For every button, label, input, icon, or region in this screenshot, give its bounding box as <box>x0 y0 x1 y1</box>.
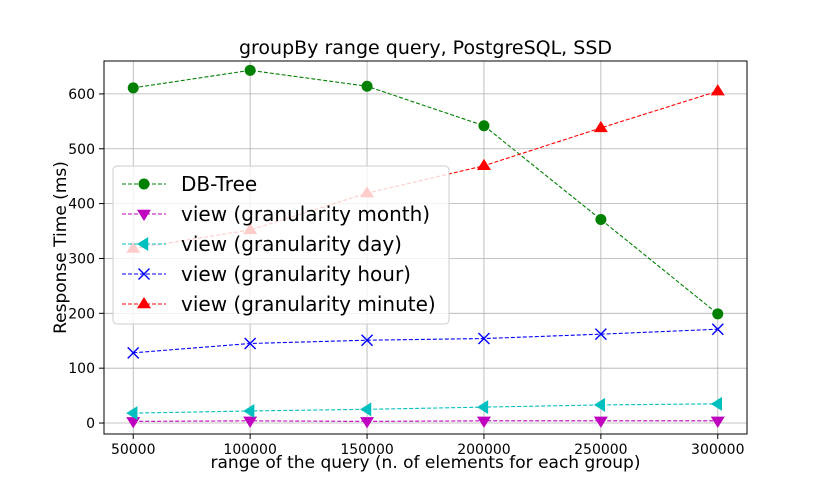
data-point <box>710 396 722 411</box>
data-point <box>127 82 139 94</box>
data-point <box>710 84 725 96</box>
series-view-granularity-month <box>126 416 725 429</box>
series-line <box>133 328 718 354</box>
legend-marker <box>138 178 150 190</box>
data-point <box>478 120 490 132</box>
legend-marker <box>137 237 149 251</box>
y-tick-label: 100 <box>68 361 95 377</box>
data-point <box>244 337 257 350</box>
x-tick-label: 100000 <box>223 442 276 458</box>
data-point <box>127 346 140 359</box>
x-tick-label: 50000 <box>111 442 156 458</box>
ticks: 50000 100000 150000 200000 250000 300000 0 100 2… <box>68 87 744 458</box>
legend-entry: view (granularity minute) <box>122 292 436 316</box>
data-point <box>593 416 608 428</box>
legend-entry: view (granularity month) <box>122 202 430 226</box>
data-point <box>126 406 138 421</box>
legend-entry: DB-Tree <box>122 172 257 196</box>
x-tick-label: 150000 <box>340 442 393 458</box>
series-line <box>133 420 718 422</box>
data-point <box>594 328 607 341</box>
chart-title: groupBy range query, PostgreSQL, SSD <box>239 37 612 59</box>
legend-label: view (granularity day) <box>181 232 402 256</box>
legend-label: view (granularity month) <box>181 202 430 226</box>
y-tick-label: 400 <box>68 197 95 213</box>
data-point <box>476 400 489 415</box>
data-point <box>712 308 724 320</box>
plot-frame <box>103 60 748 435</box>
y-tick-label: 0 <box>86 416 95 432</box>
legend-box <box>112 165 450 325</box>
x-tick-label: 250000 <box>574 442 627 458</box>
data-point <box>360 417 375 429</box>
y-tick-label: 200 <box>68 306 95 322</box>
data-point <box>126 417 141 429</box>
data-point <box>476 158 491 170</box>
legend-entry: view (granularity day) <box>122 232 402 256</box>
data-point <box>711 323 724 336</box>
y-tick-label: 300 <box>68 251 95 267</box>
data-point <box>593 397 606 412</box>
data-point <box>476 416 491 428</box>
data-point <box>710 416 725 428</box>
series-view-granularity-hour <box>127 323 724 359</box>
data-point <box>361 80 373 92</box>
series-view-granularity-day <box>126 396 722 421</box>
y-tick-label: 500 <box>68 142 95 158</box>
data-point <box>593 120 608 133</box>
data-point <box>243 403 255 418</box>
legend-label: view (granularity hour) <box>181 262 411 286</box>
series-db-tree <box>127 64 724 320</box>
legend-entry: view (granularity hour) <box>122 262 411 286</box>
y-axis-label: Response Time (ms) <box>51 161 71 334</box>
legend-marker <box>137 297 151 309</box>
legend: DB-Tree view (granularity month) view (gra… <box>112 165 450 325</box>
legend-marker <box>138 268 150 280</box>
legend-label: DB-Tree <box>181 172 257 196</box>
data-point <box>477 332 490 345</box>
x-tick-label: 300000 <box>691 442 744 458</box>
series-line <box>133 403 718 414</box>
series-line <box>133 69 719 315</box>
legend-marker <box>137 209 151 221</box>
x-tick-label: 200000 <box>457 442 510 458</box>
data-point <box>243 416 258 428</box>
data-point <box>595 214 607 226</box>
y-tick-label: 600 <box>68 87 95 103</box>
data-point <box>361 334 374 347</box>
data-point <box>360 402 372 417</box>
x-axis-label: range of the query (n. of elements for e… <box>211 453 641 473</box>
data-point <box>244 64 256 76</box>
legend-label: view (granularity minute) <box>181 292 436 316</box>
